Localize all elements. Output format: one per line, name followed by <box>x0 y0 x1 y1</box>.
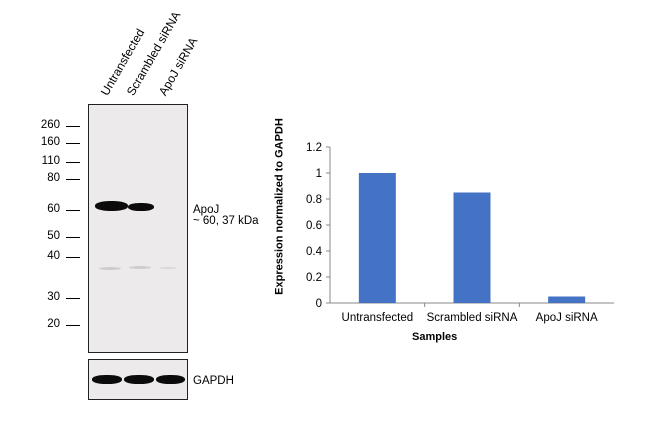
chart-plot-area: 0 0.2 0.4 0.6 0.8 1 1.2 Untransfected Scrambled … <box>306 142 614 324</box>
gapdh-label: GAPDH <box>193 375 234 387</box>
blot-membrane <box>88 104 188 353</box>
mw-tick-80 <box>66 179 80 181</box>
y-tick-label: 1 <box>316 168 322 180</box>
y-tick-label: 0.6 <box>306 220 322 232</box>
western-blot-figure: Untransfected Scrambled siRNA ApoJ siRNA… <box>0 0 260 444</box>
gapdh-band-scrambled <box>124 375 154 384</box>
mw-marker-40: 40 <box>47 250 60 262</box>
y-axis-label: Expression normalized to GAPDH <box>273 118 286 295</box>
gapdh-membrane <box>88 359 188 400</box>
mw-marker-50: 50 <box>47 230 60 242</box>
x-axis-label: Samples <box>412 331 458 343</box>
bar-2 <box>548 296 586 303</box>
gapdh-band-apoj-sirna <box>156 375 185 384</box>
mw-marker-110: 110 <box>41 155 60 167</box>
gapdh-band-untransfected <box>92 375 122 384</box>
y-tick-label: 0.4 <box>306 246 323 258</box>
mw-tick-20 <box>66 325 80 327</box>
mw-tick-260 <box>66 126 80 128</box>
mw-marker-80: 80 <box>47 172 60 184</box>
mw-tick-50 <box>66 237 80 239</box>
target-size-label: ~ 60, 37 kDa <box>193 215 259 227</box>
mw-marker-160: 160 <box>40 136 60 148</box>
mw-tick-30 <box>66 298 80 300</box>
bar-0 <box>358 173 396 303</box>
target-protein-label: ApoJ <box>193 204 220 216</box>
y-tick-label: 1.2 <box>306 142 322 154</box>
y-tick-label: 0.8 <box>306 194 322 206</box>
mw-marker-30: 30 <box>47 291 60 303</box>
faint-band-scrambled <box>129 266 151 269</box>
mw-tick-40 <box>66 257 80 259</box>
apoj-band-scrambled <box>128 203 154 211</box>
x-tick-label: Scrambled siRNA <box>427 312 518 324</box>
x-tick-label: ApoJ siRNA <box>536 312 598 324</box>
bar-1 <box>453 192 491 303</box>
y-tick-label: 0.2 <box>306 272 322 284</box>
faint-band-apoj-sirna <box>159 267 177 269</box>
mw-tick-60 <box>66 210 80 212</box>
bar-chart: Expression normalized to GAPDH 0 0.2 0.4 0.… <box>266 118 640 350</box>
apoj-band-untransfected <box>95 201 128 211</box>
x-tick-label: Untransfected <box>342 312 414 324</box>
faint-band-untransfected <box>99 267 121 270</box>
mw-tick-110 <box>66 162 80 164</box>
mw-marker-260: 260 <box>40 119 60 131</box>
mw-marker-20: 20 <box>47 318 60 330</box>
mw-marker-60: 60 <box>47 203 60 215</box>
y-tick-label: 0 <box>316 298 322 310</box>
mw-tick-160 <box>66 143 80 145</box>
